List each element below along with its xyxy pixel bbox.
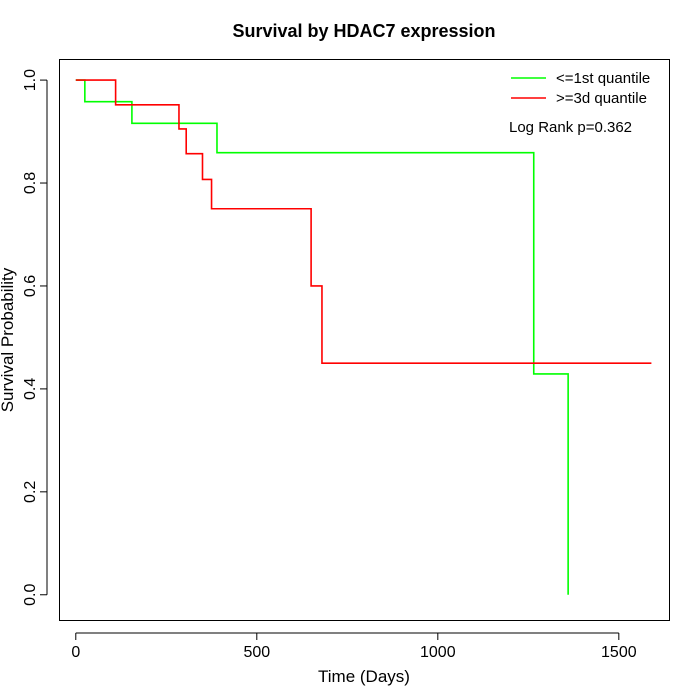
y-tick-label: 1.0 bbox=[22, 69, 39, 91]
x-tick-label: 1500 bbox=[601, 644, 637, 661]
legend-label-2: >=3d quantile bbox=[556, 90, 647, 107]
x-tick-label: 0 bbox=[71, 644, 80, 661]
legend: <=1st quantile >=3d quantile bbox=[511, 70, 650, 107]
y-tick-label: 0.6 bbox=[22, 275, 39, 297]
legend-label-1: <=1st quantile bbox=[556, 70, 650, 87]
y-tick-label: 0.8 bbox=[22, 172, 39, 194]
y-tick-label: 0.2 bbox=[22, 481, 39, 503]
y-axis: 0.0 0.2 0.4 0.6 0.8 1.0 bbox=[22, 69, 48, 606]
y-tick-label: 0.4 bbox=[22, 378, 39, 400]
x-axis: 0 500 1000 1500 bbox=[71, 632, 637, 661]
log-rank-annotation: Log Rank p=0.362 bbox=[509, 119, 632, 136]
series-line-1 bbox=[75, 79, 569, 595]
series-line-2 bbox=[75, 79, 652, 364]
x-tick-label: 500 bbox=[243, 644, 270, 661]
series-layer bbox=[75, 79, 652, 595]
plot-frame bbox=[59, 59, 670, 621]
y-axis-label: Survival Probability bbox=[0, 267, 17, 412]
x-axis-label: Time (Days) bbox=[318, 667, 410, 686]
x-tick-label: 1000 bbox=[420, 644, 456, 661]
y-tick-label: 0.0 bbox=[22, 584, 39, 606]
chart-title: Survival by HDAC7 expression bbox=[232, 21, 495, 41]
